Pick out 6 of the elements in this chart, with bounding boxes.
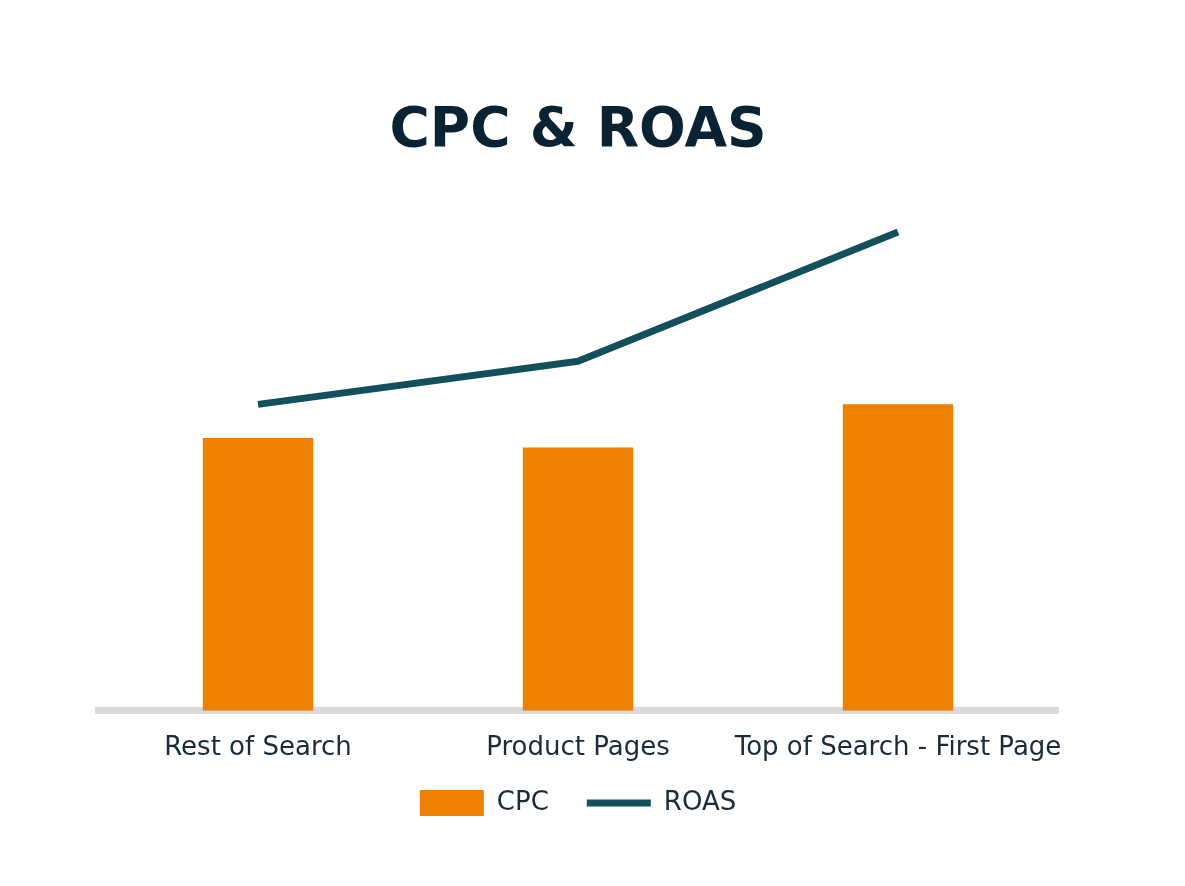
x-tick-label: Top of Search - First Page [733,731,1062,762]
legend-label: CPC [496,785,549,816]
x-tick-label: Rest of Search [164,731,352,762]
legend-label: ROAS [663,785,737,816]
chart-title: CPC & ROAS [389,95,767,160]
x-tick-label: Product Pages [486,731,670,762]
